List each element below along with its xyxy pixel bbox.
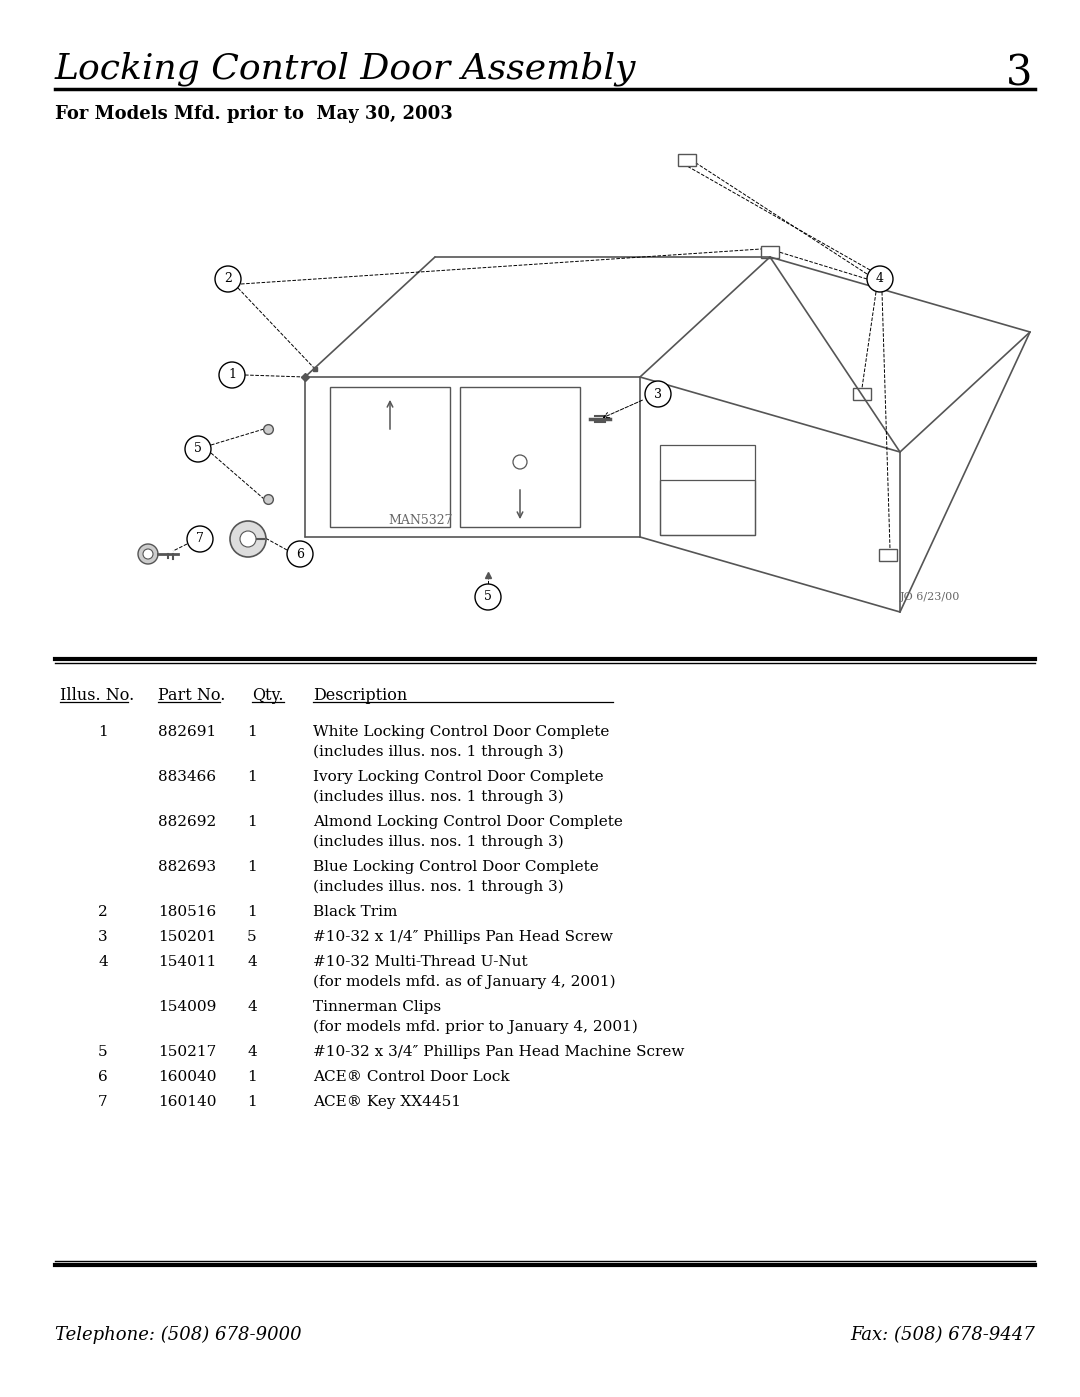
Text: 5: 5	[484, 591, 491, 604]
Text: 4: 4	[247, 1000, 257, 1014]
Text: 882691: 882691	[158, 725, 216, 739]
Text: Locking Control Door Assembly: Locking Control Door Assembly	[55, 52, 636, 87]
Text: 6: 6	[296, 548, 303, 560]
Text: 883466: 883466	[158, 770, 216, 784]
Text: 882693: 882693	[158, 861, 216, 875]
Text: Black Trim: Black Trim	[313, 905, 397, 919]
Text: #10-32 x 3/4″ Phillips Pan Head Machine Screw: #10-32 x 3/4″ Phillips Pan Head Machine …	[313, 1045, 685, 1059]
Text: Tinnerman Clips: Tinnerman Clips	[313, 1000, 441, 1014]
Text: 154009: 154009	[158, 1000, 216, 1014]
Text: 3: 3	[98, 930, 108, 944]
Text: 1: 1	[247, 1095, 257, 1109]
Text: 154011: 154011	[158, 956, 216, 970]
Circle shape	[215, 265, 241, 292]
Text: (includes illus. nos. 1 through 3): (includes illus. nos. 1 through 3)	[313, 880, 564, 894]
Text: 1: 1	[247, 905, 257, 919]
Text: 1: 1	[247, 725, 257, 739]
Text: 2: 2	[98, 905, 108, 919]
Text: 1: 1	[228, 369, 237, 381]
Circle shape	[475, 584, 501, 610]
Text: Almond Locking Control Door Complete: Almond Locking Control Door Complete	[313, 814, 623, 828]
Circle shape	[185, 436, 211, 462]
Text: ACE® Control Door Lock: ACE® Control Door Lock	[313, 1070, 510, 1084]
Bar	[460, 387, 580, 527]
Text: #10-32 Multi-Thread U-Nut: #10-32 Multi-Thread U-Nut	[313, 956, 528, 970]
Text: Blue Locking Control Door Complete: Blue Locking Control Door Complete	[313, 861, 598, 875]
Text: 6: 6	[98, 1070, 108, 1084]
Bar	[761, 246, 779, 258]
Text: 3: 3	[1005, 52, 1032, 94]
Text: 1: 1	[247, 814, 257, 828]
Text: 150201: 150201	[158, 930, 216, 944]
Circle shape	[645, 381, 671, 407]
Text: 1: 1	[247, 861, 257, 875]
Text: (includes illus. nos. 1 through 3): (includes illus. nos. 1 through 3)	[313, 789, 564, 805]
Text: (for models mfd. as of January 4, 2001): (for models mfd. as of January 4, 2001)	[313, 975, 616, 989]
Text: Part No.: Part No.	[158, 687, 226, 704]
Text: 7: 7	[98, 1095, 108, 1109]
Text: 1: 1	[247, 770, 257, 784]
Text: MAN5327: MAN5327	[388, 514, 453, 528]
Text: Illus. No.: Illus. No.	[60, 687, 134, 704]
Text: 180516: 180516	[158, 905, 216, 919]
Text: 3: 3	[654, 387, 662, 401]
Bar	[678, 154, 696, 166]
Bar	[660, 446, 755, 535]
Text: 4: 4	[247, 1045, 257, 1059]
Bar	[853, 388, 870, 400]
Text: White Locking Control Door Complete: White Locking Control Door Complete	[313, 725, 609, 739]
Text: 4: 4	[98, 956, 108, 970]
Circle shape	[230, 521, 266, 557]
Text: (includes illus. nos. 1 through 3): (includes illus. nos. 1 through 3)	[313, 835, 564, 849]
Text: Qty.: Qty.	[252, 687, 283, 704]
Circle shape	[143, 549, 153, 559]
Text: 4: 4	[876, 272, 885, 285]
Text: 160040: 160040	[158, 1070, 216, 1084]
Circle shape	[287, 541, 313, 567]
Text: 1: 1	[247, 1070, 257, 1084]
Text: 2: 2	[224, 272, 232, 285]
Text: 1: 1	[98, 725, 108, 739]
Text: 160140: 160140	[158, 1095, 216, 1109]
Text: 150217: 150217	[158, 1045, 216, 1059]
Text: 5: 5	[98, 1045, 108, 1059]
Text: Telephone: (508) 678-9000: Telephone: (508) 678-9000	[55, 1326, 301, 1344]
Text: 4: 4	[247, 956, 257, 970]
Bar	[330, 387, 450, 527]
Circle shape	[240, 531, 256, 548]
Circle shape	[867, 265, 893, 292]
Text: (for models mfd. prior to January 4, 2001): (for models mfd. prior to January 4, 200…	[313, 1020, 638, 1034]
Text: For Models Mfd. prior to  May 30, 2003: For Models Mfd. prior to May 30, 2003	[55, 105, 453, 123]
Text: Description: Description	[313, 687, 407, 704]
Text: JO 6/23/00: JO 6/23/00	[900, 592, 960, 602]
Text: 7: 7	[197, 532, 204, 545]
Text: ACE® Key XX4451: ACE® Key XX4451	[313, 1095, 461, 1109]
Text: #10-32 x 1/4″ Phillips Pan Head Screw: #10-32 x 1/4″ Phillips Pan Head Screw	[313, 930, 612, 944]
Bar	[879, 549, 897, 562]
Text: (includes illus. nos. 1 through 3): (includes illus. nos. 1 through 3)	[313, 745, 564, 760]
Circle shape	[138, 543, 158, 564]
Text: 5: 5	[247, 930, 257, 944]
Text: Fax: (508) 678-9447: Fax: (508) 678-9447	[850, 1326, 1035, 1344]
Circle shape	[219, 362, 245, 388]
Bar	[660, 481, 755, 535]
Text: 882692: 882692	[158, 814, 216, 828]
Text: 5: 5	[194, 443, 202, 455]
Circle shape	[187, 527, 213, 552]
Text: Ivory Locking Control Door Complete: Ivory Locking Control Door Complete	[313, 770, 604, 784]
